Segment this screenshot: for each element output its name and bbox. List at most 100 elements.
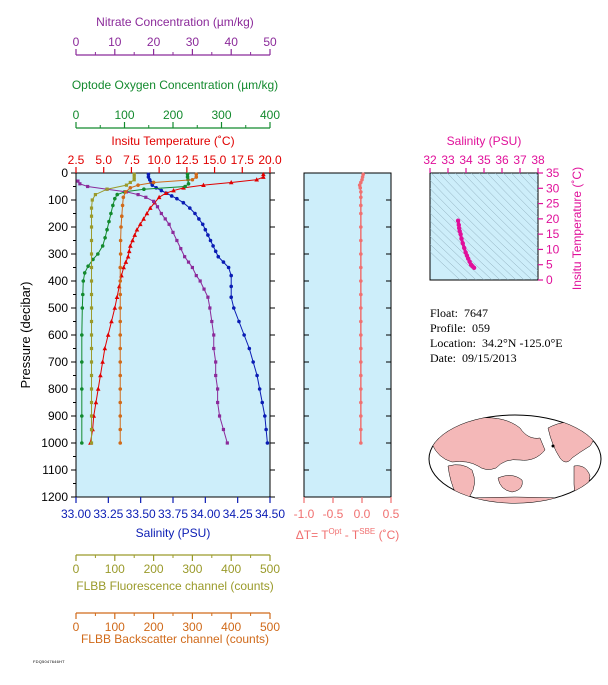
- delta-axis-label-part: (˚C): [375, 528, 399, 542]
- salinity-tick-label: 33.00: [61, 507, 91, 521]
- oxygen-point: [105, 227, 109, 232]
- backscatter-point: [128, 186, 133, 190]
- ts-temp-tick-label: 10: [546, 242, 560, 256]
- ts-salinity-tick-label: 37: [513, 153, 527, 167]
- temperature-tick-label: 15.0: [203, 153, 227, 167]
- temperature-profile-line: [89, 174, 264, 444]
- delta-axis-label-part: Opt: [329, 527, 343, 536]
- fluorescence-point: [89, 319, 94, 324]
- nitrate-point: [76, 179, 80, 183]
- ts-point: [455, 218, 461, 223]
- nitrate-point: [221, 427, 226, 432]
- nitrate-point: [183, 255, 187, 259]
- salinity-tick-label: 34.50: [255, 507, 285, 521]
- temperature-point: [112, 305, 118, 310]
- oxygen-point: [80, 387, 84, 391]
- temperature-tick-label: 17.5: [231, 153, 255, 167]
- delta-plot-area: [303, 172, 392, 498]
- profile-plot-area: [75, 172, 271, 498]
- ts-contour-line: [510, 173, 538, 202]
- oxygen-point: [96, 252, 100, 256]
- oxygen-point: [142, 187, 146, 191]
- delta-point: [359, 427, 363, 432]
- salinity-point: [263, 414, 267, 418]
- temperature-point: [105, 332, 111, 337]
- pressure-tick-label: 1000: [41, 436, 68, 450]
- pressure-tick-label: 0: [61, 166, 68, 180]
- nitrate-point: [202, 287, 206, 291]
- backscatter-point: [118, 373, 123, 378]
- nitrate-point: [78, 182, 82, 186]
- nitrate-point: [155, 205, 160, 209]
- temperature-point: [114, 294, 120, 299]
- pressure-tick-label: 400: [48, 274, 68, 288]
- delta-point: [359, 400, 363, 405]
- fluorescence-point: [89, 265, 94, 270]
- salinity-point: [255, 373, 259, 378]
- oxygen-point: [115, 192, 120, 197]
- salinity-point: [146, 172, 151, 177]
- backscatter-point: [121, 195, 126, 200]
- delta-point: [359, 387, 363, 391]
- backscatter-point: [118, 319, 123, 324]
- delta-point: [358, 186, 363, 190]
- backscatter-tick-label: 100: [105, 620, 125, 634]
- backscatter-point: [118, 414, 123, 418]
- salinity-point: [229, 295, 233, 300]
- temperature-point: [261, 174, 266, 179]
- temperature-point: [201, 182, 206, 187]
- oxygen-axis-label: Optode Oxygen Concentration (µm/kg): [72, 78, 278, 92]
- delta-point: [359, 414, 363, 418]
- salinity-point: [229, 273, 233, 278]
- ts-contour-line: [502, 173, 538, 210]
- salinity-point: [247, 346, 252, 351]
- oxygen-point: [80, 414, 84, 418]
- ts-temp-tick-label: 0: [546, 273, 553, 287]
- ts-salinity-tick-label: 38: [531, 153, 545, 167]
- salinity-point: [175, 196, 179, 201]
- backscatter-point: [123, 190, 128, 194]
- pressure-tick-label: 500: [48, 301, 68, 315]
- delta-axis-label-part: ΔT= T: [296, 528, 329, 542]
- ts-salinity-axis-label: Salinity (PSU): [447, 134, 522, 148]
- oxygen-point: [81, 279, 86, 283]
- salinity-point: [242, 333, 246, 337]
- fluorescence-point: [89, 238, 94, 243]
- nitrate-point: [194, 274, 198, 278]
- delta-tick-label: 0.5: [383, 507, 400, 521]
- salinity-point: [260, 400, 265, 405]
- temperature-axis-label: Insitu Temperature (˚C): [111, 134, 234, 148]
- salinity-point: [169, 194, 174, 198]
- footer-note: FDQ5047646HT: [33, 659, 65, 664]
- fluorescence-point: [89, 441, 94, 445]
- float-row: Float: 7647: [430, 306, 563, 321]
- pressure-tick-label: 100: [48, 193, 68, 207]
- temperature-point: [181, 185, 186, 190]
- temperature-point: [134, 227, 140, 232]
- ts-point: [462, 245, 467, 251]
- delta-point: [359, 252, 363, 256]
- ts-contour-line: [470, 173, 538, 241]
- nitrate-point: [216, 400, 220, 405]
- date-row: Date: 09/15/2013: [430, 351, 563, 366]
- backscatter-tick-label: 0: [73, 620, 80, 634]
- ts-salinity-tick-label: 34: [459, 153, 473, 167]
- temperature-point: [126, 248, 132, 254]
- temperature-tick-label: 10.0: [147, 153, 171, 167]
- backscatter-tick-label: 300: [182, 620, 202, 634]
- delta-tick-label: -1.0: [294, 507, 315, 521]
- ts-contour-line: [430, 204, 509, 280]
- oxygen-point: [186, 182, 191, 186]
- ts-temp-tick-label: 35: [546, 166, 560, 180]
- backscatter-point: [118, 265, 123, 270]
- fluorescence-point: [89, 333, 94, 337]
- temperature-point: [102, 346, 108, 351]
- float-value: 7647: [464, 306, 489, 320]
- backscatter-point: [118, 279, 123, 283]
- pressure-axis-label: Pressure (decibar): [18, 282, 33, 389]
- ts-contour-line: [518, 173, 538, 193]
- oxygen-point: [103, 236, 107, 240]
- salinity-point: [181, 200, 186, 205]
- pressure-tick-label: 800: [48, 382, 68, 396]
- nitrate-point: [214, 360, 218, 364]
